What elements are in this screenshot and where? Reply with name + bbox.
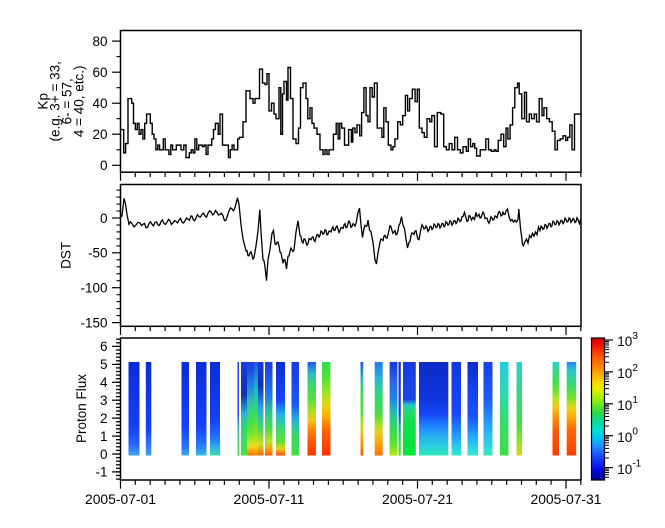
svg-text:DST: DST xyxy=(59,242,74,269)
svg-text:(e.g. 3+ = 33,: (e.g. 3+ = 33, xyxy=(48,61,63,141)
svg-text:-1: -1 xyxy=(95,465,107,480)
svg-text:4 = 40, etc.): 4 = 40, etc.) xyxy=(72,65,87,137)
svg-text:2005-07-11: 2005-07-11 xyxy=(234,492,305,507)
svg-text:-150: -150 xyxy=(80,315,107,330)
svg-text:40: 40 xyxy=(92,96,107,111)
svg-text:2: 2 xyxy=(100,411,108,426)
svg-text:6- = 57,: 6- = 57, xyxy=(60,78,75,124)
svg-text:Proton Flux: Proton Flux xyxy=(74,374,89,443)
svg-text:3: 3 xyxy=(100,393,108,408)
svg-text:2005-07-31: 2005-07-31 xyxy=(531,492,602,507)
svg-text:0: 0 xyxy=(100,158,108,173)
svg-text:2005-07-01: 2005-07-01 xyxy=(85,492,156,507)
svg-text:0: 0 xyxy=(100,447,108,462)
svg-text:-100: -100 xyxy=(80,281,107,296)
svg-text:0: 0 xyxy=(100,211,108,226)
svg-text:80: 80 xyxy=(92,34,107,49)
svg-text:2005-07-21: 2005-07-21 xyxy=(382,492,453,507)
svg-text:5: 5 xyxy=(100,357,108,372)
svg-text:4: 4 xyxy=(100,375,108,390)
svg-text:Kp: Kp xyxy=(36,93,51,110)
svg-text:60: 60 xyxy=(92,65,107,80)
svg-text:6: 6 xyxy=(100,339,108,354)
svg-text:-50: -50 xyxy=(88,246,108,261)
svg-text:1: 1 xyxy=(100,429,108,444)
svg-text:20: 20 xyxy=(92,127,107,142)
